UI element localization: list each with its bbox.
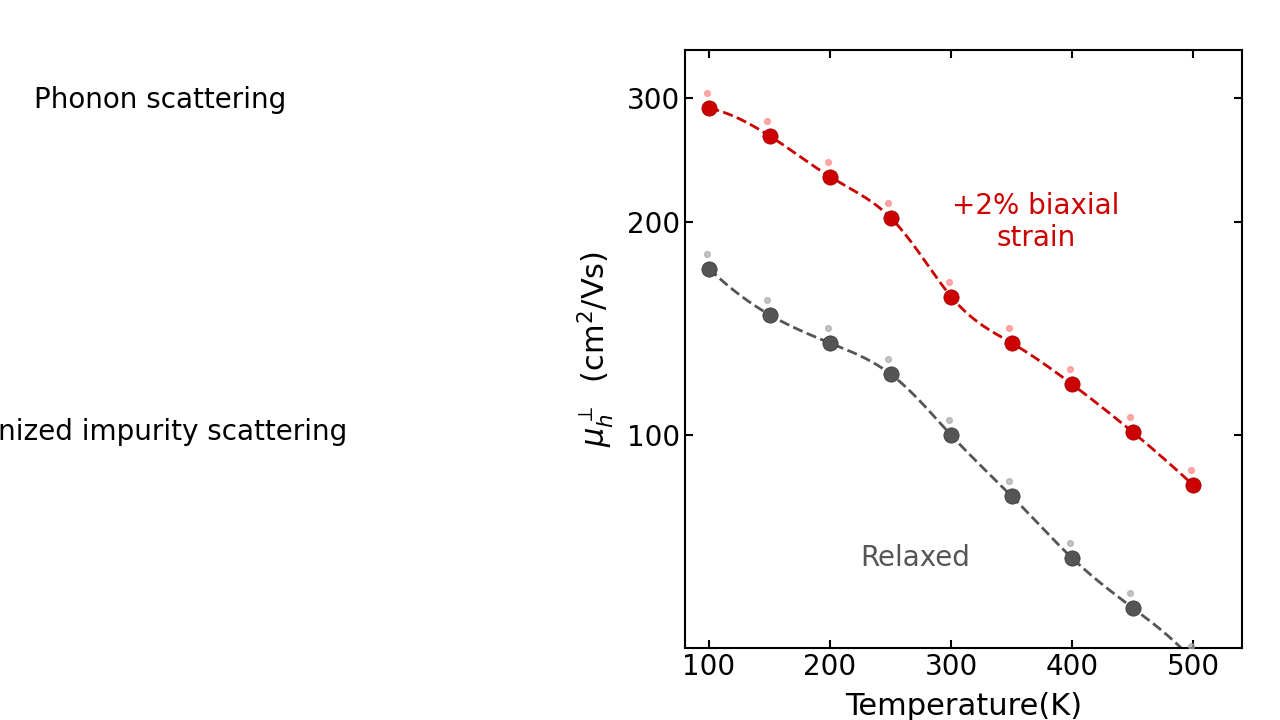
Text: Phonon scattering: Phonon scattering	[33, 86, 287, 114]
Text: +2% biaxial
strain: +2% biaxial strain	[952, 192, 1120, 253]
Y-axis label: $\mu_h^{\perp}$  (cm$^2$/Vs): $\mu_h^{\perp}$ (cm$^2$/Vs)	[575, 251, 616, 447]
Text: Relaxed: Relaxed	[860, 544, 970, 572]
X-axis label: Temperature(K): Temperature(K)	[845, 692, 1082, 720]
Text: Ionized impurity scattering: Ionized impurity scattering	[0, 418, 347, 446]
